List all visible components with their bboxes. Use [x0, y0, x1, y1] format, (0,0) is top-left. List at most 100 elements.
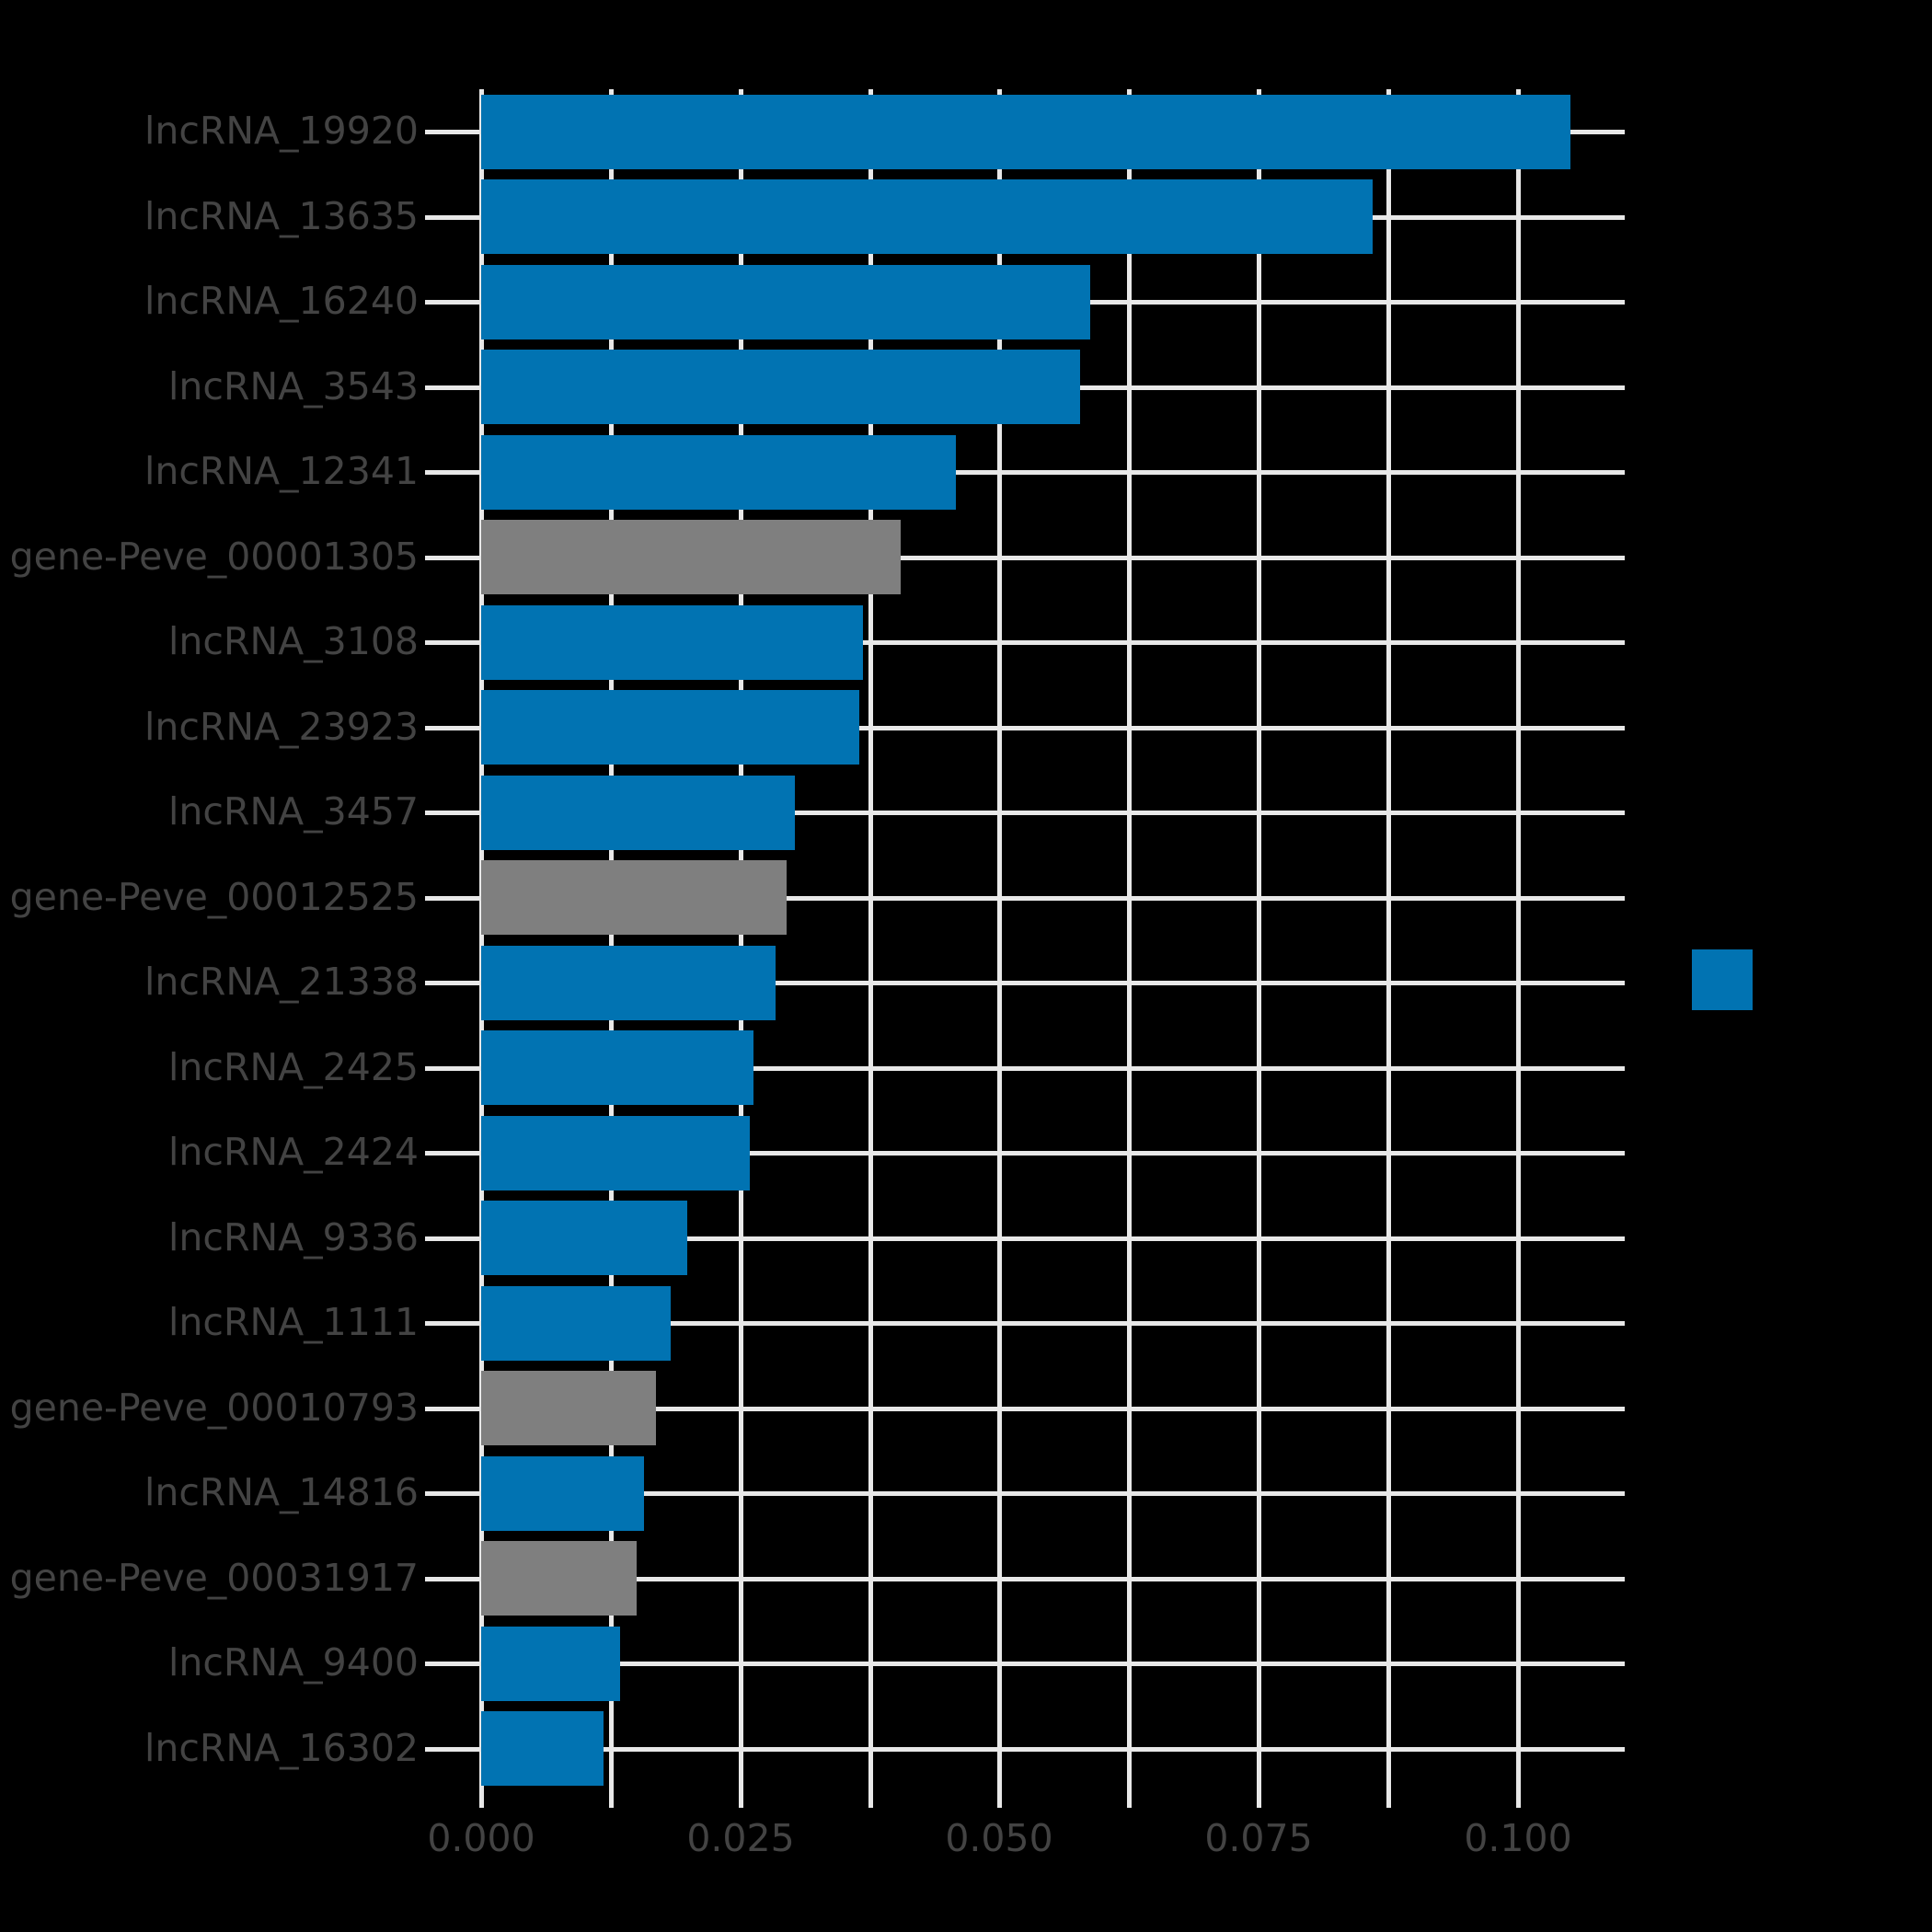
x-gridline	[868, 89, 873, 1791]
x-tick-mark	[1516, 1791, 1521, 1808]
x-gridline	[1516, 89, 1521, 1791]
y-gridline	[481, 896, 1625, 901]
x-tick-mark	[1386, 1791, 1391, 1808]
y-tick-mark	[425, 1066, 480, 1071]
bar-lncRNA_14816	[481, 1456, 644, 1531]
y-tick-mark	[425, 1747, 480, 1752]
y-tick-label: lncRNA_3108	[168, 619, 419, 663]
bar-gene-Peve_00010793	[481, 1371, 656, 1445]
x-tick-mark	[997, 1791, 1002, 1808]
y-gridline	[481, 640, 1625, 645]
y-gridline	[481, 1491, 1625, 1496]
y-tick-label: lncRNA_13635	[144, 194, 419, 238]
bar-lncRNA_9336	[481, 1201, 687, 1275]
y-tick-mark	[425, 896, 480, 901]
y-tick-mark	[425, 981, 480, 985]
x-tick-mark	[609, 1791, 614, 1808]
y-tick-mark	[425, 640, 480, 645]
y-tick-label: lncRNA_14816	[144, 1470, 419, 1514]
bar-lncRNA_3457	[481, 776, 795, 850]
y-tick-mark	[425, 811, 480, 815]
y-tick-label: gene-Peve_00010793	[9, 1386, 419, 1430]
bar-gene-Peve_00012525	[481, 860, 787, 935]
y-tick-label: lncRNA_23923	[144, 705, 419, 749]
y-tick-mark	[425, 1662, 480, 1666]
bar-lncRNA_12341	[481, 435, 956, 510]
y-gridline	[481, 470, 1625, 475]
y-tick-label: gene-Peve_00001305	[9, 535, 419, 579]
y-tick-label: gene-Peve_00031917	[9, 1556, 419, 1600]
bar-lncRNA_9400	[481, 1627, 620, 1701]
x-gridline	[479, 89, 484, 1791]
bar-lncRNA_13635	[481, 179, 1373, 254]
bar-lncRNA_2424	[481, 1116, 750, 1190]
x-gridline	[739, 89, 743, 1791]
x-tick-label: 0.100	[1464, 1816, 1572, 1860]
y-gridline	[481, 1662, 1625, 1666]
y-tick-label: lncRNA_2424	[168, 1130, 419, 1174]
y-tick-mark	[425, 130, 480, 134]
y-gridline	[481, 1747, 1625, 1752]
y-tick-label: lncRNA_9336	[168, 1215, 419, 1259]
x-gridline	[997, 89, 1002, 1791]
bar-lncRNA_21338	[481, 946, 776, 1020]
y-tick-mark	[425, 1577, 480, 1581]
x-tick-mark	[479, 1791, 484, 1808]
bar-lncRNA_1111	[481, 1286, 671, 1361]
bar-lncRNA_3108	[481, 605, 863, 680]
x-tick-mark	[868, 1791, 873, 1808]
x-tick-mark	[1127, 1791, 1132, 1808]
x-gridline	[1257, 89, 1261, 1791]
y-tick-label: lncRNA_2425	[168, 1045, 419, 1089]
y-tick-label: lncRNA_21338	[144, 960, 419, 1004]
bar-lncRNA_3543	[481, 350, 1080, 424]
y-gridline	[481, 1407, 1625, 1411]
x-tick-label: 0.075	[1204, 1816, 1313, 1860]
y-tick-mark	[425, 300, 480, 305]
y-gridline	[481, 726, 1625, 730]
y-tick-mark	[425, 385, 480, 390]
bar-gene-Peve_00001305	[481, 520, 901, 594]
y-gridline	[481, 811, 1625, 815]
bar-gene-Peve_00031917	[481, 1541, 637, 1616]
y-tick-label: lncRNA_1111	[168, 1300, 419, 1344]
y-tick-mark	[425, 1236, 480, 1241]
x-tick-label: 0.050	[945, 1816, 1053, 1860]
bar-lncRNA_16240	[481, 265, 1090, 339]
bar-lncRNA_19920	[481, 95, 1570, 169]
y-tick-label: lncRNA_3457	[168, 789, 419, 834]
y-tick-label: lncRNA_3543	[168, 364, 419, 408]
bar-lncRNA_2425	[481, 1030, 753, 1105]
x-tick-mark	[739, 1791, 743, 1808]
y-gridline	[481, 981, 1625, 985]
y-gridline	[481, 1066, 1625, 1071]
y-gridline	[481, 1151, 1625, 1156]
bar-lncRNA_16302	[481, 1711, 604, 1786]
y-tick-label: lncRNA_9400	[168, 1640, 419, 1685]
y-tick-mark	[425, 1321, 480, 1326]
x-gridline	[1386, 89, 1391, 1791]
y-gridline	[481, 556, 1625, 560]
legend-swatch	[1692, 949, 1753, 1010]
x-tick-label: 0.025	[686, 1816, 795, 1860]
y-tick-mark	[425, 1491, 480, 1496]
y-tick-mark	[425, 556, 480, 560]
y-tick-label: lncRNA_16302	[144, 1726, 419, 1770]
y-tick-mark	[425, 726, 480, 730]
bar-lncRNA_23923	[481, 690, 859, 765]
y-tick-mark	[425, 1151, 480, 1156]
y-tick-mark	[425, 215, 480, 220]
y-gridline	[481, 1236, 1625, 1241]
y-tick-label: lncRNA_19920	[144, 109, 419, 153]
x-tick-label: 0.000	[427, 1816, 535, 1860]
x-gridline	[609, 89, 614, 1791]
y-tick-mark	[425, 470, 480, 475]
y-tick-label: gene-Peve_00012525	[9, 875, 419, 919]
y-gridline	[481, 1321, 1625, 1326]
y-tick-label: lncRNA_12341	[144, 449, 419, 493]
y-tick-mark	[425, 1407, 480, 1411]
y-tick-label: lncRNA_16240	[144, 279, 419, 323]
x-tick-mark	[1257, 1791, 1261, 1808]
x-gridline	[1127, 89, 1132, 1791]
